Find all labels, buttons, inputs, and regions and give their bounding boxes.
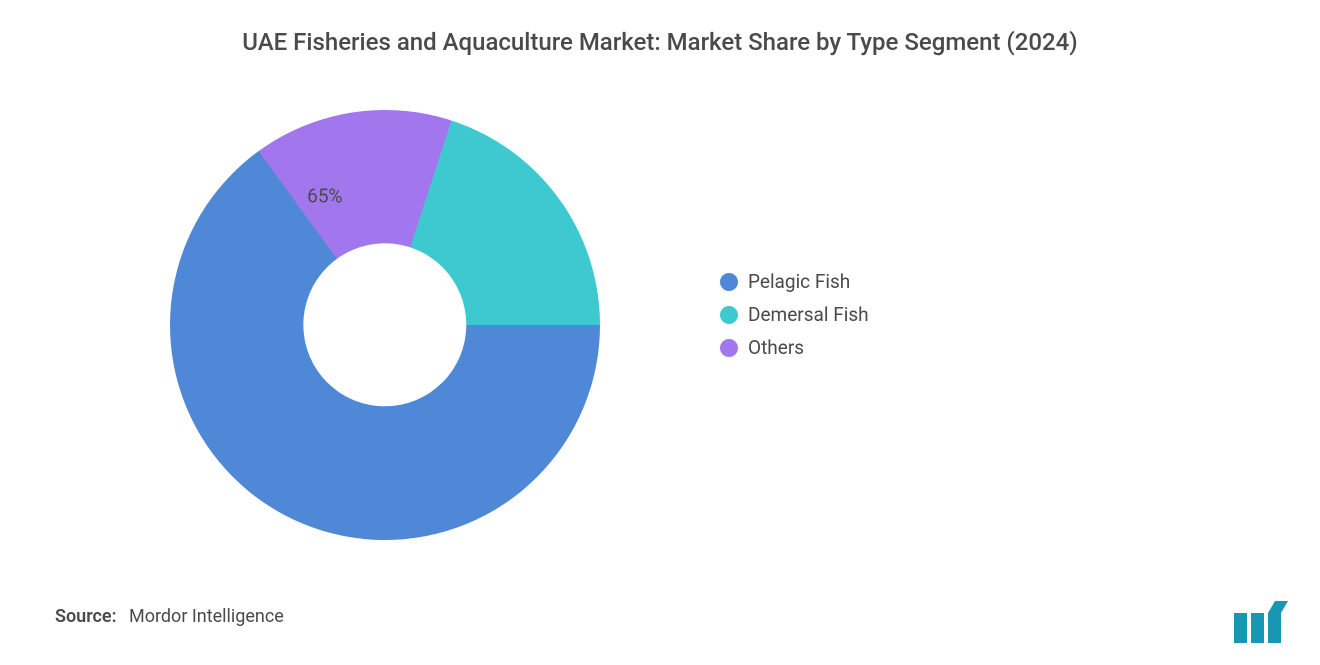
- legend-label: Pelagic Fish: [748, 270, 850, 293]
- legend-item: Others: [720, 336, 869, 359]
- source-attribution: Source: Mordor Intelligence: [55, 606, 284, 627]
- source-value: Mordor Intelligence: [129, 606, 284, 627]
- legend-item: Demersal Fish: [720, 303, 869, 326]
- source-label: Source:: [55, 606, 117, 627]
- legend-swatch-icon: [720, 339, 738, 357]
- chart-container: UAE Fisheries and Aquaculture Market: Ma…: [0, 0, 1320, 665]
- brand-logo-icon: [1232, 599, 1290, 643]
- legend-label: Others: [748, 336, 804, 359]
- legend-item: Pelagic Fish: [720, 270, 869, 293]
- donut-hole: [303, 243, 466, 406]
- legend-swatch-icon: [720, 273, 738, 291]
- chart-title: UAE Fisheries and Aquaculture Market: Ma…: [0, 28, 1320, 56]
- legend-label: Demersal Fish: [748, 303, 869, 326]
- slice-pct-label: 65%: [307, 185, 342, 208]
- donut-chart: 65%: [170, 110, 600, 540]
- legend-swatch-icon: [720, 306, 738, 324]
- legend: Pelagic Fish Demersal Fish Others: [720, 270, 869, 359]
